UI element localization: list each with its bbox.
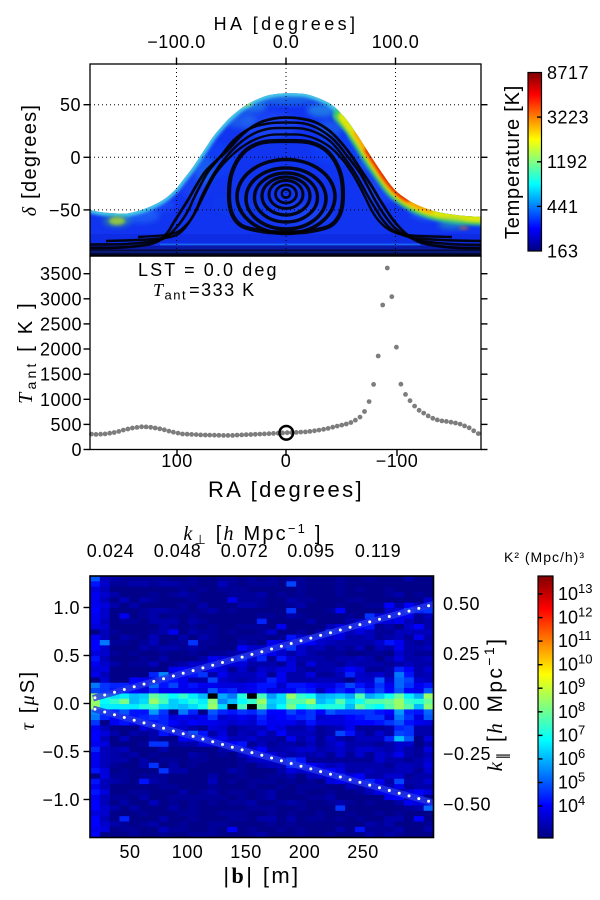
svg-text:1500: 1500 xyxy=(40,365,82,385)
svg-text:100: 100 xyxy=(161,451,193,471)
svg-text:RA [degrees]: RA [degrees] xyxy=(208,477,364,502)
svg-text:1.0: 1.0 xyxy=(53,598,80,618)
svg-text:163: 163 xyxy=(547,242,579,262)
svg-text:0.048: 0.048 xyxy=(154,541,202,561)
svg-text:K² (Mpc/h)³: K² (Mpc/h)³ xyxy=(504,549,585,565)
svg-text:8717: 8717 xyxy=(547,63,589,83)
svg-text:3000: 3000 xyxy=(40,289,82,309)
svg-text:−0.5: −0.5 xyxy=(42,742,80,762)
svg-text:0.0: 0.0 xyxy=(273,32,300,52)
svg-text:1000: 1000 xyxy=(40,390,82,410)
svg-text:150: 150 xyxy=(230,842,262,862)
svg-text:0.072: 0.072 xyxy=(221,541,269,561)
svg-text:−0.25: −0.25 xyxy=(443,744,491,764)
svg-text:−0.50: −0.50 xyxy=(443,794,491,814)
svg-text:200: 200 xyxy=(289,842,321,862)
svg-text:500: 500 xyxy=(50,415,82,435)
svg-text:50: 50 xyxy=(119,842,140,862)
svg-text:1192: 1192 xyxy=(547,152,588,172)
svg-text:0: 0 xyxy=(71,440,82,460)
svg-text:HA [degrees]: HA [degrees] xyxy=(214,14,359,34)
svg-text:Tant=333 K: Tant =333 K xyxy=(153,280,256,303)
svg-text:k⊥ [h Mpc−1 ]: k⊥ [h Mpc−1 ] xyxy=(183,521,322,547)
svg-text:Tant [ K ]: Tant [ K ] xyxy=(15,300,39,404)
svg-text:0.119: 0.119 xyxy=(355,541,401,561)
svg-text:0.5: 0.5 xyxy=(53,646,80,666)
svg-text:100.0: 100.0 xyxy=(372,32,420,52)
svg-text:100: 100 xyxy=(172,842,204,862)
svg-text:δ [degrees]: δ [degrees] xyxy=(19,104,41,217)
svg-text:0.095: 0.095 xyxy=(287,541,335,561)
svg-text:−50: −50 xyxy=(49,200,81,220)
svg-text:0: 0 xyxy=(70,148,81,168)
svg-text:−100.0: −100.0 xyxy=(147,32,206,52)
svg-text:3500: 3500 xyxy=(40,264,82,284)
svg-text:0: 0 xyxy=(281,451,292,471)
svg-text:2500: 2500 xyxy=(40,314,82,334)
svg-text:τ [μS]: τ [μS] xyxy=(17,670,39,730)
svg-text:50: 50 xyxy=(60,95,81,115)
svg-text:0.0: 0.0 xyxy=(53,694,80,714)
svg-text:|b| [m]: |b| [m] xyxy=(223,863,300,888)
svg-text:250: 250 xyxy=(347,842,379,862)
svg-text:k∥ [h Mpc−1]: k∥ [h Mpc−1] xyxy=(481,637,510,772)
svg-text:LST = 0.0 deg: LST = 0.0 deg xyxy=(138,260,279,280)
svg-text:441: 441 xyxy=(547,197,579,217)
svg-text:0.024: 0.024 xyxy=(87,541,135,561)
svg-text:0.50: 0.50 xyxy=(443,594,480,614)
svg-text:0.00: 0.00 xyxy=(443,694,480,714)
svg-text:0.25: 0.25 xyxy=(443,644,480,664)
svg-text:−1.0: −1.0 xyxy=(42,790,80,810)
svg-text:Temperature [K]: Temperature [K] xyxy=(502,85,524,239)
svg-text:−100: −100 xyxy=(376,451,419,471)
svg-text:2000: 2000 xyxy=(40,340,82,360)
svg-text:3223: 3223 xyxy=(547,108,589,128)
